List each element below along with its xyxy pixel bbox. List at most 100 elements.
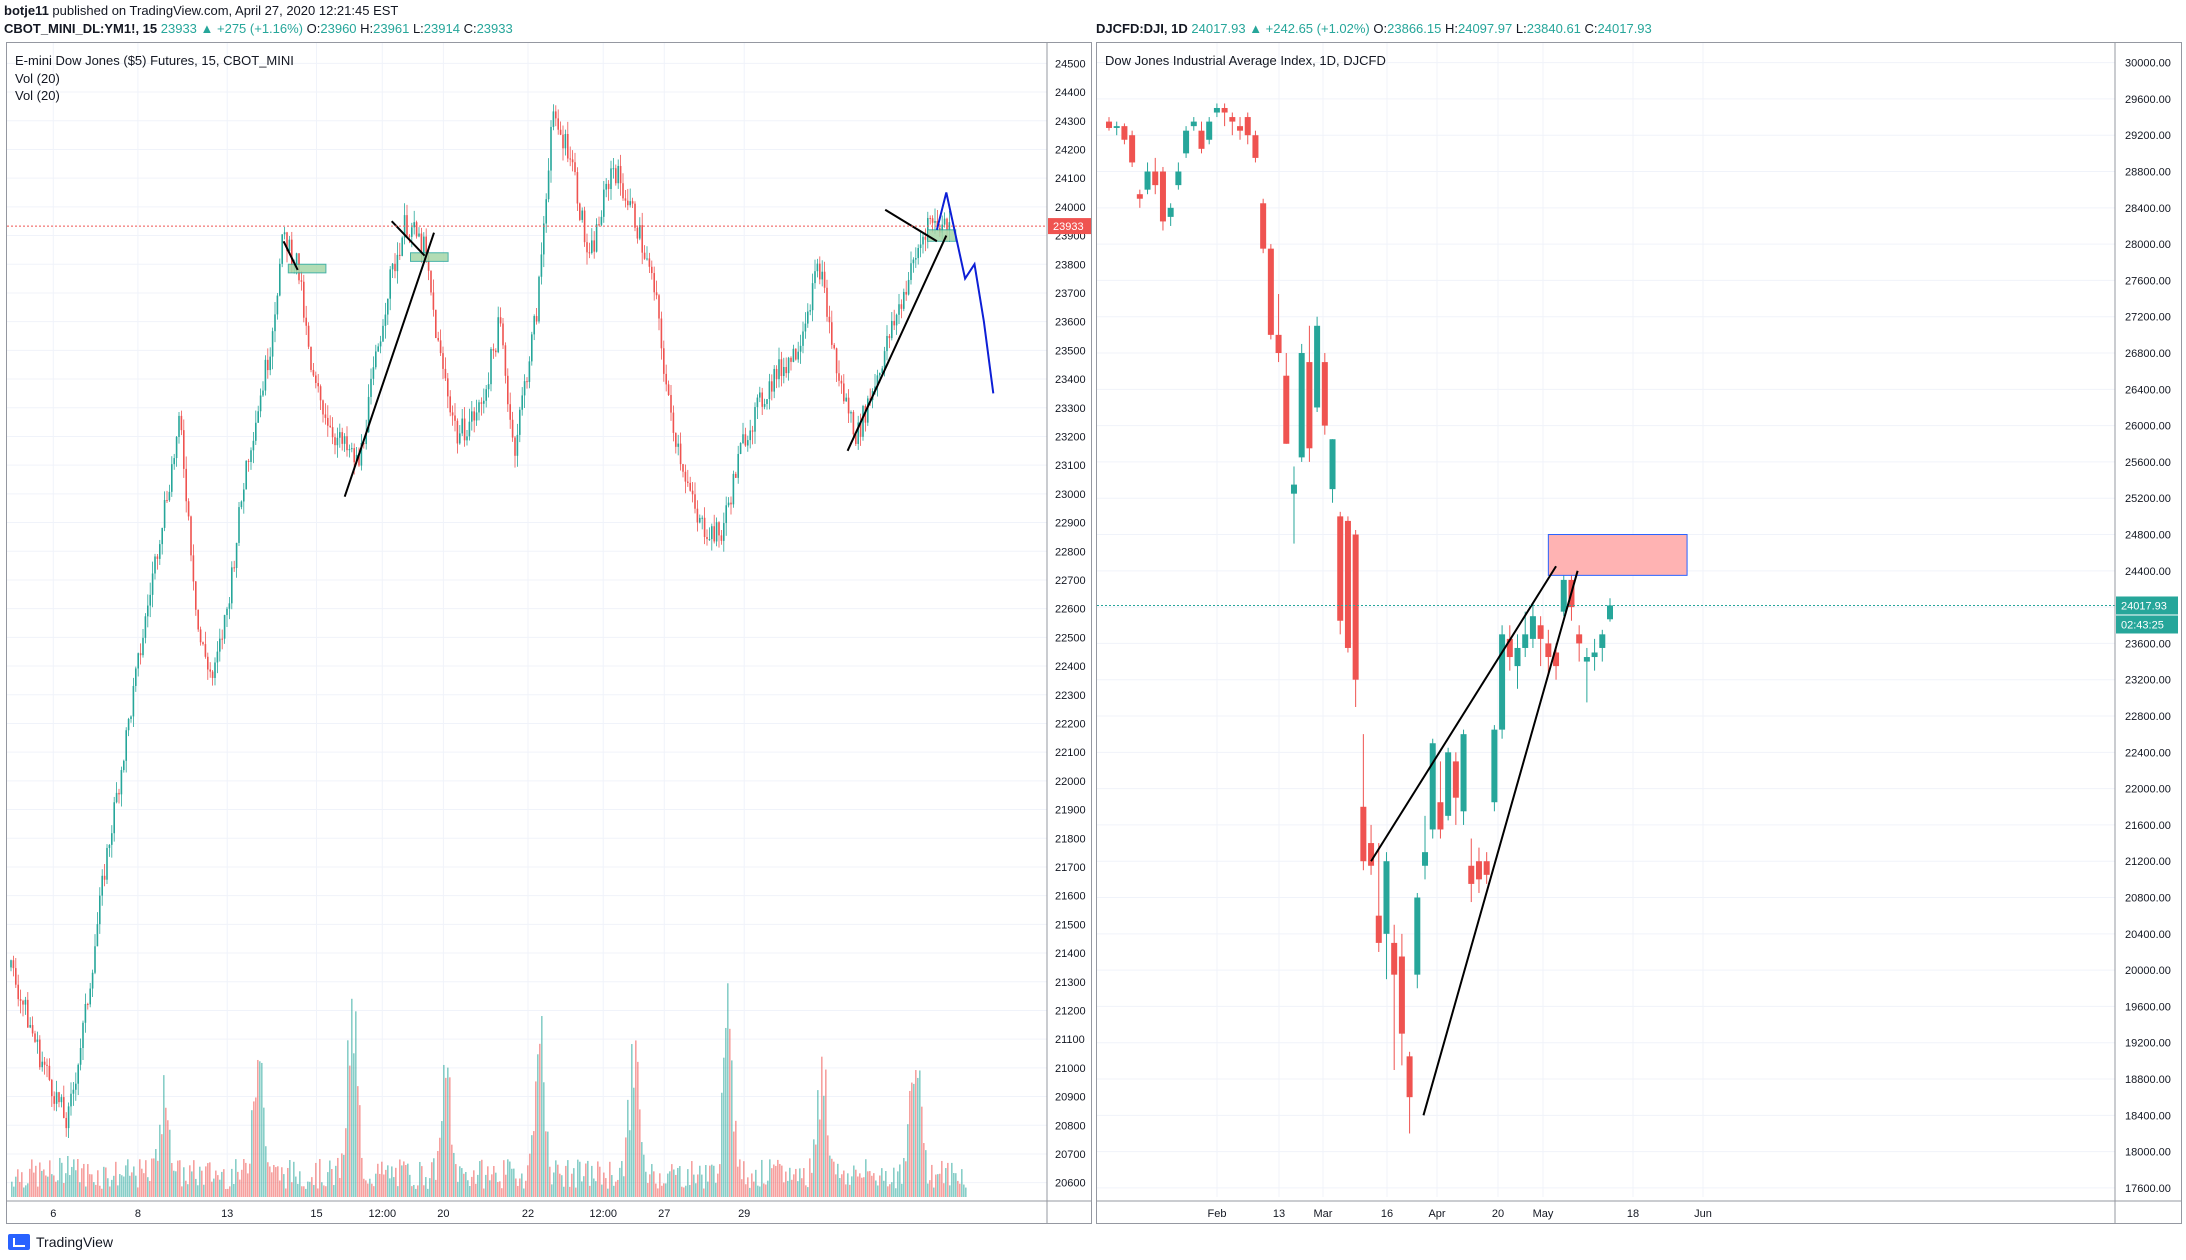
volume-bar	[135, 1175, 137, 1197]
candle-body	[499, 317, 502, 324]
candle-body	[1522, 634, 1529, 648]
volume-bar	[581, 1181, 583, 1197]
candle-body	[267, 359, 269, 371]
price-tick-label: 21100	[1055, 1034, 1085, 1046]
price-tick-label: 23700	[1055, 288, 1086, 300]
time-tick-label: 13	[221, 1208, 233, 1220]
candle-body	[12, 960, 15, 969]
candle-body	[701, 517, 703, 519]
price-tick-label: 19600.00	[2125, 1001, 2171, 1013]
volume-bar	[301, 1186, 303, 1197]
candle-body	[761, 392, 763, 407]
candle-body	[1537, 625, 1544, 639]
volume-bar	[835, 1174, 837, 1197]
price-tick-label: 20800.00	[2125, 893, 2171, 905]
price-tick-label: 26800.00	[2125, 348, 2171, 360]
volume-bar	[37, 1186, 39, 1197]
volume-bar	[871, 1175, 873, 1197]
left-symbol[interactable]: CBOT_MINI_DL:YM1!, 15	[4, 21, 158, 36]
volume-bar	[587, 1160, 589, 1197]
volume-bar	[783, 1182, 785, 1197]
candle-body	[111, 833, 113, 845]
volume-bar	[415, 1188, 417, 1197]
candle-body	[567, 133, 569, 159]
candle-body	[521, 395, 523, 410]
volume-indicator-1[interactable]: Vol (20)	[15, 71, 60, 86]
candle-body	[442, 353, 444, 369]
volume-bar	[177, 1160, 179, 1197]
candle-body	[279, 263, 281, 296]
dji-chart-pane[interactable]: 30000.00 29600.00 29200.00 28800.00 28400.00…	[1096, 42, 2182, 1224]
candle-body	[1599, 634, 1606, 648]
volume-bar	[461, 1168, 463, 1197]
candle-body	[55, 1092, 58, 1104]
volume-bar	[933, 1187, 935, 1197]
candle-body	[619, 165, 622, 184]
candle-body	[1607, 605, 1613, 620]
dji-chart-svg[interactable]: 30000.00 29600.00 29200.00 28800.00 28400.00…	[1097, 43, 2181, 1223]
volume-bar	[929, 1180, 931, 1197]
candle-body	[754, 407, 756, 432]
volume-bar	[489, 1180, 491, 1197]
trendline	[846, 235, 948, 452]
volume-bar	[573, 1168, 575, 1197]
candle-body	[363, 442, 365, 445]
volume-bar	[437, 1151, 439, 1197]
volume-bar	[813, 1139, 815, 1197]
candle-body	[427, 255, 430, 271]
candle-body	[706, 537, 708, 540]
candle-body	[245, 460, 247, 490]
volume-bar	[221, 1171, 223, 1197]
volume-bar	[561, 1175, 563, 1197]
price-tick-label: 26400.00	[2125, 384, 2171, 396]
price-tick-label: 28400.00	[2125, 203, 2171, 215]
candle-body	[581, 210, 583, 220]
candle-body	[250, 450, 252, 462]
candle-body	[1337, 516, 1344, 621]
volume-bar	[753, 1181, 755, 1197]
volume-bar	[323, 1185, 325, 1197]
candle-body	[39, 1039, 41, 1068]
candle-body	[773, 368, 775, 392]
candle-body	[211, 671, 214, 678]
candle-body	[898, 304, 900, 315]
trendline	[1422, 570, 1579, 1116]
candle-body	[922, 236, 924, 245]
price-tick-label: 21900	[1055, 805, 1086, 817]
volume-bar	[373, 1186, 375, 1197]
candle-body	[51, 1079, 53, 1097]
candle-body	[192, 555, 195, 582]
futures-chart-title: E-mini Dow Jones ($5) Futures, 15, CBOT_…	[15, 53, 294, 68]
candle-body	[783, 367, 785, 377]
left-ohlc-header: CBOT_MINI_DL:YM1!, 15 23933 ▲ +275 (+1.1…	[4, 21, 513, 36]
right-h-label: H:	[1444, 21, 1458, 36]
volume-bar	[725, 1027, 727, 1197]
candle-body	[910, 263, 912, 280]
volume-bar	[417, 1185, 419, 1197]
futures-chart-svg[interactable]: 2450024400243002420024100240002390023800…	[7, 43, 1091, 1223]
volume-bar	[29, 1168, 31, 1197]
volume-bar	[513, 1168, 515, 1197]
tradingview-footer[interactable]: TradingView	[8, 1234, 113, 1250]
right-l-value: 23840.61	[1526, 21, 1581, 36]
volume-bar	[941, 1160, 943, 1197]
candle-body	[444, 368, 447, 379]
time-tick-label: 12:00	[589, 1208, 617, 1220]
volume-bar	[473, 1170, 475, 1197]
left-h-value: 23961	[373, 21, 410, 36]
volume-bar	[945, 1168, 947, 1197]
price-tick-label: 30000.00	[2125, 58, 2171, 70]
right-symbol[interactable]: DJCFD:DJI, 1D	[1096, 21, 1188, 36]
candle-body	[235, 542, 238, 569]
volume-bar	[927, 1183, 929, 1197]
candle-body	[1491, 729, 1498, 803]
candle-body	[516, 434, 519, 456]
publisher-name[interactable]: botje11	[4, 3, 49, 18]
candle-body	[1314, 325, 1321, 408]
volume-bar	[809, 1158, 811, 1197]
volume-bar	[865, 1159, 867, 1197]
volume-indicator-2[interactable]: Vol (20)	[15, 88, 60, 103]
volume-bar	[625, 1137, 627, 1197]
volume-bar	[633, 1087, 635, 1197]
futures-chart-pane[interactable]: 24500 24400 24300 24200 24100 24000 23900 23800…	[6, 42, 1092, 1224]
